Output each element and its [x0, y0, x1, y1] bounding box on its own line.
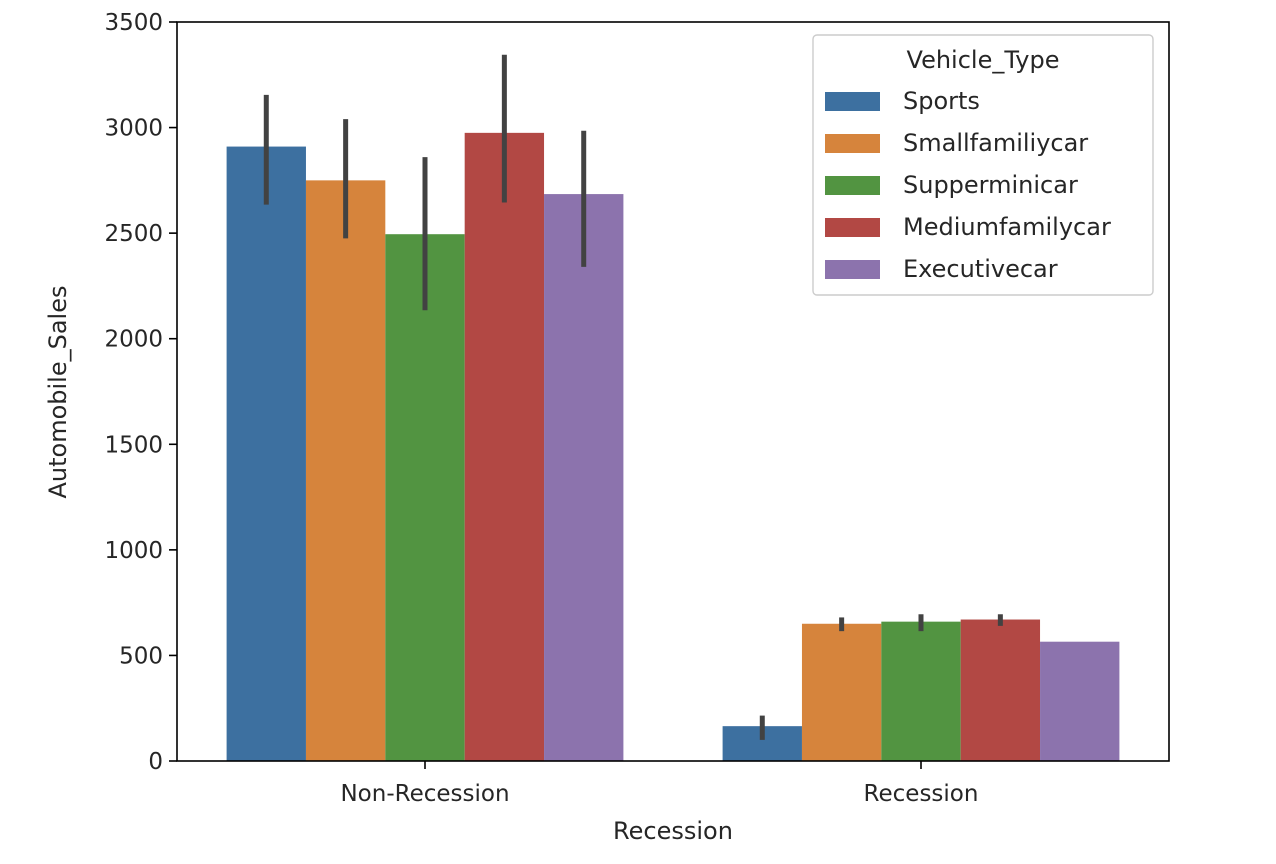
bar-mediumfamilycar-recession: [960, 619, 1041, 761]
legend-swatch: [825, 260, 880, 279]
legend-label: Executivecar: [903, 255, 1058, 283]
legend-swatch: [825, 92, 880, 111]
bar-executivecar-recession: [1040, 641, 1120, 761]
y-tick-label: 1000: [104, 538, 163, 564]
x-axis: Non-Recession Recession: [340, 761, 978, 807]
bar-smallfamiliycar-recession: [801, 623, 882, 761]
legend-frame: [812, 34, 1154, 296]
legend-items: Sports Smallfamiliycar Supperminicar Medium…: [825, 87, 1111, 283]
y-tick-label: 1500: [104, 432, 163, 458]
x-tick-label: Non-Recession: [340, 781, 509, 807]
y-tick-label: 3500: [104, 10, 163, 36]
plot-frame: [176, 21, 1170, 762]
legend-label: Mediumfamilycar: [903, 213, 1111, 241]
y-tick-label: 0: [148, 749, 163, 775]
error-bars-layer: [263, 54, 1003, 740]
y-axis-label: Automobile_Sales: [44, 286, 72, 499]
y-tick-label: 2500: [104, 221, 163, 247]
y-axis: 0 500 1000 1500 2000 2500 3000 3500: [104, 10, 177, 775]
legend-title: Vehicle_Type: [907, 46, 1060, 74]
bar-supperminicar-non-recession: [385, 234, 465, 761]
bar-executivecar-non-recession: [544, 194, 624, 761]
legend-swatch: [825, 218, 880, 237]
legend-swatch: [825, 176, 880, 195]
legend-label: Smallfamiliycar: [903, 129, 1088, 157]
x-tick-label: Recession: [864, 781, 979, 807]
legend-swatch: [825, 134, 880, 153]
x-axis-label: Recession: [613, 817, 733, 845]
legend-label: Supperminicar: [903, 171, 1078, 199]
bar-mediumfamilycar-non-recession: [464, 132, 545, 762]
bars-layer: [226, 132, 1120, 762]
legend-label: Sports: [903, 87, 980, 115]
y-tick-label: 2000: [104, 327, 163, 353]
bar-sports-non-recession: [226, 146, 306, 761]
legend: Vehicle_Type Sports Smallfamiliycar Supper…: [812, 34, 1154, 296]
bar-supperminicar-recession: [881, 621, 961, 761]
y-tick-label: 3000: [104, 116, 163, 142]
bar-smallfamiliycar-non-recession: [305, 180, 386, 762]
y-tick-label: 500: [119, 643, 163, 669]
